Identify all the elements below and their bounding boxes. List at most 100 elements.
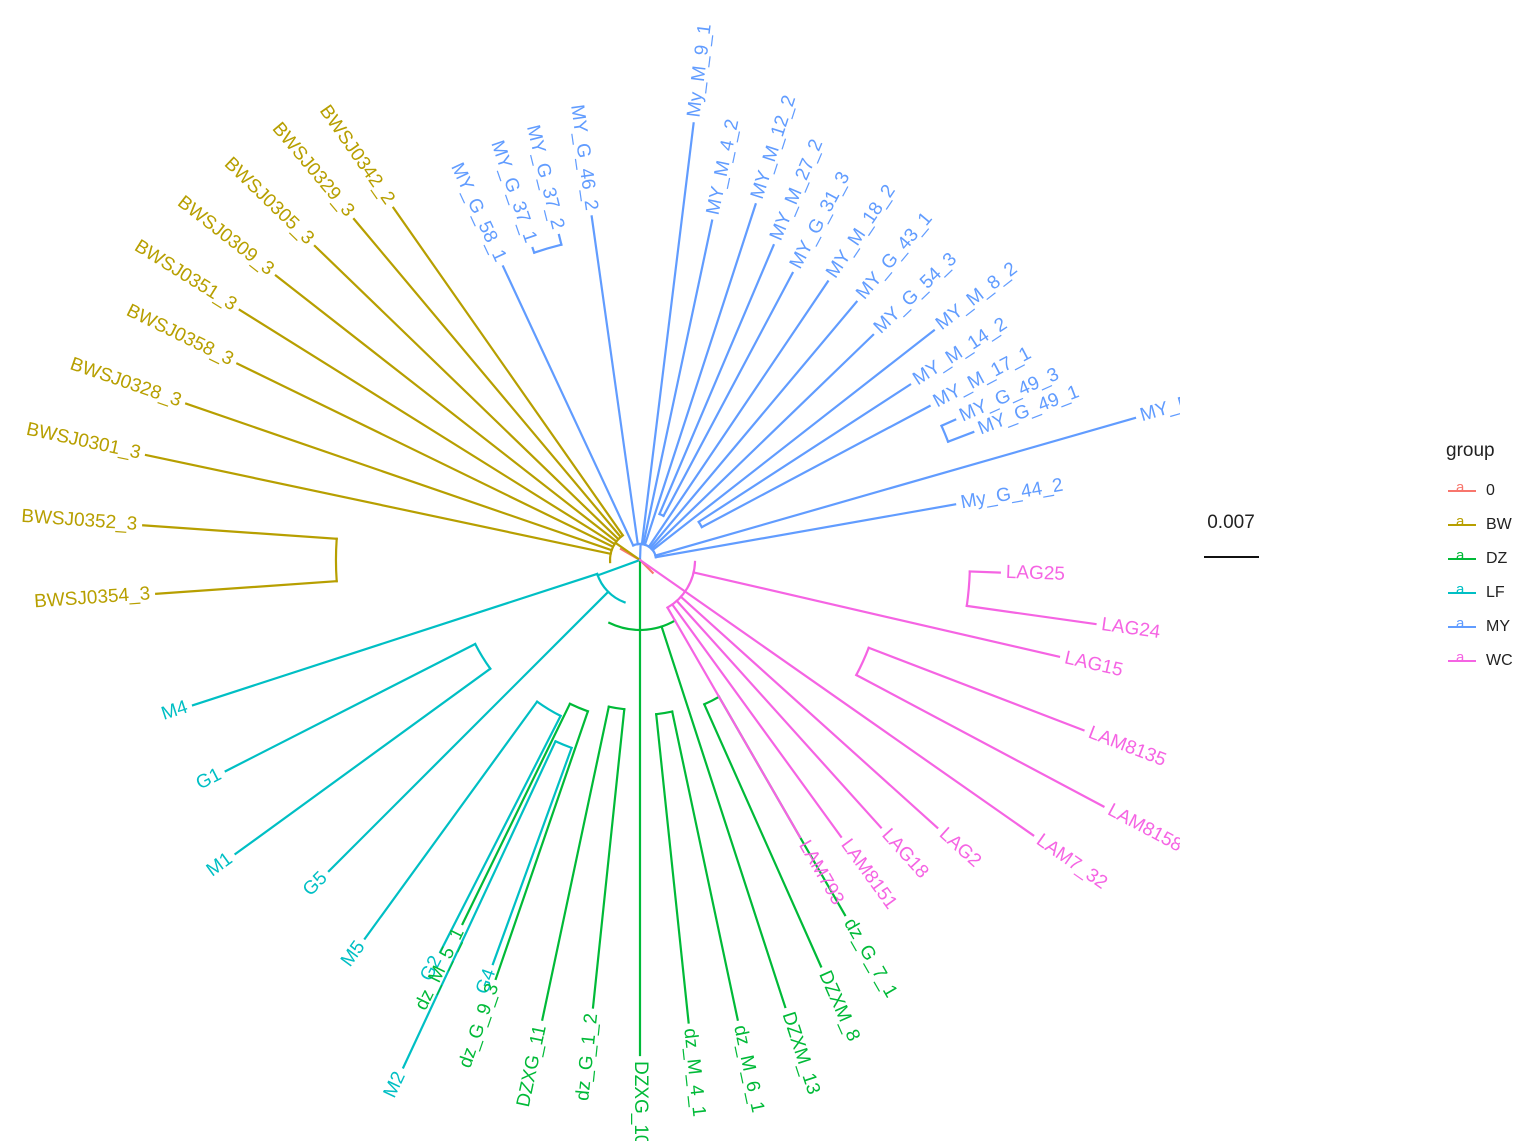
tip-label: LAG15	[1063, 647, 1125, 681]
clade-arc	[607, 619, 677, 632]
tip-branch	[591, 707, 626, 1009]
tip-branch	[184, 402, 613, 552]
tip-branch	[647, 279, 830, 549]
tip-branch	[501, 264, 635, 547]
tip-branch	[313, 244, 620, 541]
tip-label: BWSJ0328_3	[67, 354, 184, 412]
tip-label: M2	[380, 1068, 410, 1101]
legend-key-icon: a	[1440, 513, 1482, 535]
tip-branch	[144, 453, 613, 556]
legend-key-icon: a	[1440, 649, 1482, 671]
tip-branch	[401, 739, 557, 1069]
tip-label: M4	[159, 697, 191, 725]
tip-branch	[540, 705, 611, 1022]
tip-label: DZXG_11	[513, 1023, 551, 1109]
tip-label: dz_G_1_2	[572, 1012, 602, 1101]
phylogenetic-tree: My_G_44_2MY_M_10_2MY_G_49_1MY_G_49_3MY_M…	[21, 23, 1180, 1141]
tip-branch	[391, 206, 625, 537]
subclade-arc	[473, 642, 492, 671]
clade-stem	[596, 558, 642, 577]
subclade-arc	[532, 243, 563, 255]
tip-label: BWSJ0354_3	[34, 583, 151, 612]
tip-label: G5	[299, 868, 332, 901]
tip-branch	[679, 595, 939, 830]
tip-branch	[965, 604, 1097, 626]
subclade-arc	[654, 710, 674, 716]
clade-stem	[613, 541, 642, 562]
subclade-arc	[965, 570, 971, 608]
tip-branch	[654, 712, 690, 1024]
tip-branch	[654, 503, 957, 559]
tip-label: My_M_9_1	[683, 23, 715, 119]
scale-bar-label: 0.007	[1207, 512, 1255, 533]
tip-label: My_G_44_2	[959, 475, 1065, 514]
tip-branch	[238, 308, 617, 546]
legend-item-0: a 0	[1440, 474, 1524, 508]
tip-branch	[665, 606, 802, 839]
tip-label: dz_M_6_1	[729, 1023, 768, 1114]
tip-branch	[697, 383, 912, 524]
tip-branch	[968, 570, 1001, 574]
tip-branch	[683, 589, 1035, 837]
tip-label: BWSJ0301_3	[24, 419, 142, 464]
legend-item-lf: a LF	[1440, 576, 1524, 610]
tip-branch	[191, 572, 599, 707]
tip-label: dz_G_7_1	[839, 915, 901, 1001]
tip-branch	[461, 702, 572, 926]
tip-label: M1	[203, 849, 237, 882]
tip-label: MY_G_46_2	[566, 103, 602, 212]
legend-label: MY	[1486, 618, 1510, 635]
tip-branch	[643, 202, 757, 547]
tip-branch	[641, 219, 714, 546]
clade-stem	[638, 558, 687, 594]
tip-branch	[363, 700, 539, 941]
tip-label: LAG18	[877, 825, 932, 883]
legend-key-icon: a	[1440, 581, 1482, 603]
tip-branch	[155, 580, 338, 595]
tip-branch	[702, 702, 823, 968]
tip-label: DZXM_13	[778, 1009, 824, 1097]
tip-branch	[327, 590, 610, 873]
tip-branch	[649, 333, 875, 551]
legend-title: group	[1446, 440, 1495, 461]
legend-label: WC	[1486, 652, 1513, 669]
subclade-arc	[940, 424, 950, 444]
tip-branch	[658, 243, 776, 516]
tip-label: BWSJ0358_3	[123, 300, 237, 370]
tip-label: G1	[193, 764, 225, 794]
subclade-arc	[334, 537, 338, 583]
subclade-arc	[554, 739, 574, 750]
legend-item-my: a MY	[1440, 610, 1524, 644]
tip-branch	[854, 673, 1105, 808]
tip-branch	[940, 418, 957, 428]
tip-label: DZXM_8	[814, 968, 864, 1045]
tip-label: LAG2	[935, 824, 985, 872]
tip-branch	[235, 362, 615, 549]
legend-key-icon: a	[1440, 547, 1482, 569]
tip-branch	[675, 599, 883, 830]
legend-label: 0	[1486, 482, 1495, 499]
tip-label: LAM8135	[1086, 722, 1169, 771]
tip-branch	[531, 246, 536, 255]
legend-label: LF	[1486, 584, 1505, 601]
tip-branch	[491, 746, 574, 966]
tip-branch	[438, 714, 563, 954]
tip-branch	[494, 709, 590, 981]
tip-branch	[233, 667, 492, 856]
tip-branch	[670, 710, 740, 1022]
legend-label: BW	[1486, 516, 1512, 533]
tip-branch	[651, 328, 936, 552]
subclade-arc	[854, 646, 871, 677]
legend-key-icon: a	[1440, 479, 1482, 501]
tip-branch	[352, 217, 623, 539]
legend-key-icon: a	[1440, 615, 1482, 637]
tip-label: BWSJ0352_3	[21, 506, 138, 535]
tip-branch	[274, 274, 618, 544]
tip-label: LAG25	[1005, 562, 1065, 585]
tip-branch	[660, 625, 787, 1009]
tip-branch	[142, 524, 338, 540]
tip-label: M5	[337, 937, 370, 971]
tip-label: MY_M_4_2	[703, 117, 744, 216]
subclade-arc	[607, 705, 626, 711]
tip-branch	[692, 571, 1061, 659]
